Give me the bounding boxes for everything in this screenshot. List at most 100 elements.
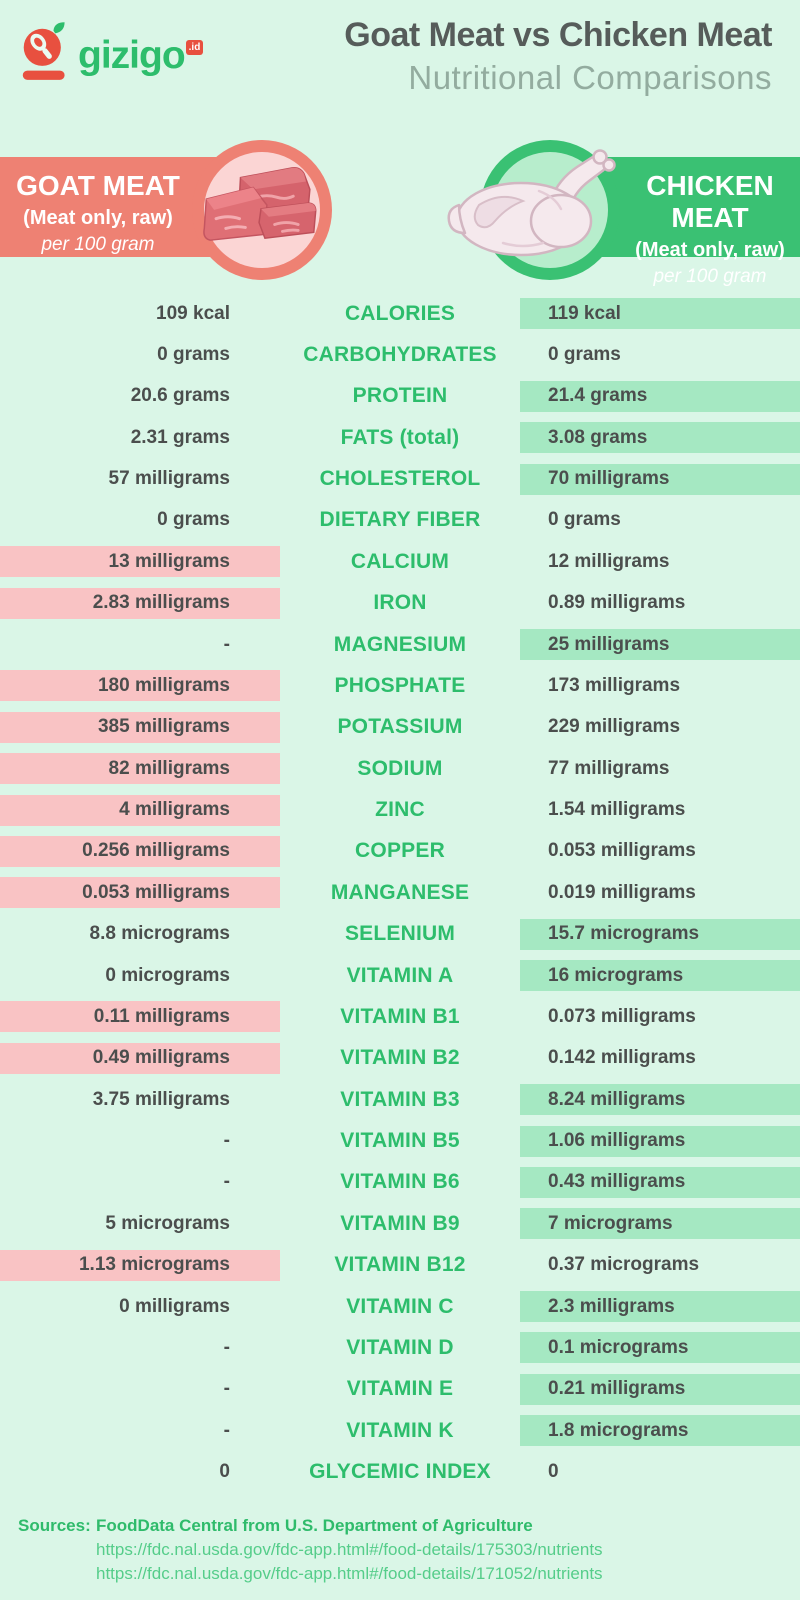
chicken-value-cell: 21.4 grams: [520, 376, 800, 417]
nutrient-label-cell: COPPER: [280, 831, 520, 872]
goat-value: 20.6 grams: [130, 385, 230, 407]
source-url-goat[interactable]: https://fdc.nal.usda.gov/fdc-app.html#/f…: [96, 1540, 603, 1559]
goat-highlight-band: 0.11 milligrams: [0, 1001, 280, 1033]
goat-value: -: [223, 1171, 230, 1193]
nutrient-label: PHOSPHATE: [334, 673, 466, 697]
chicken-value-cell: 0.142 milligrams: [520, 1038, 800, 1079]
nutrient-label-cell: PHOSPHATE: [280, 665, 520, 706]
nutrient-label: VITAMIN A: [346, 963, 454, 987]
label-band: ZINC: [280, 795, 520, 826]
chicken-highlight-band: 12 milligrams: [520, 546, 800, 577]
comparison-table: 109 kcal CALORIES 119 kcal 0 grams CARBO…: [0, 293, 800, 1493]
nutrient-label: PROTEIN: [352, 384, 448, 408]
goat-banner-text: GOAT MEAT (Meat only, raw) per 100 gram: [0, 157, 196, 256]
chicken-value-cell: 1.8 micrograms: [520, 1410, 800, 1451]
goat-highlight-band: 0 milligrams: [0, 1291, 280, 1322]
nutrient-row: 0 micrograms VITAMIN A 16 micrograms: [0, 955, 800, 996]
nutrient-label-cell: VITAMIN B2: [280, 1038, 520, 1079]
chicken-highlight-band: 16 micrograms: [520, 960, 800, 991]
goat-highlight-band: 0 micrograms: [0, 960, 280, 991]
chicken-highlight-band: 0 grams: [520, 339, 800, 370]
chicken-highlight-band: 7 micrograms: [520, 1208, 800, 1240]
goat-portion: per 100 gram: [41, 234, 155, 255]
chicken-value-cell: 2.3 milligrams: [520, 1286, 800, 1327]
goat-value-cell: 0: [0, 1452, 280, 1493]
chicken-value-cell: 0 grams: [520, 334, 800, 375]
nutrient-label-cell: SODIUM: [280, 748, 520, 789]
nutrient-label-cell: VITAMIN B5: [280, 1121, 520, 1162]
nutrient-row: - VITAMIN B5 1.06 milligrams: [0, 1121, 800, 1162]
nutrient-label: VITAMIN B3: [340, 1087, 460, 1111]
goat-value: 3.75 milligrams: [92, 1088, 230, 1110]
goat-name: GOAT MEAT: [16, 170, 180, 201]
chicken-value: 0 grams: [548, 509, 621, 531]
nutrient-label: CARBOHYDRATES: [303, 342, 497, 366]
goat-value-cell: 20.6 grams: [0, 376, 280, 417]
nutrient-label-cell: VITAMIN E: [280, 1369, 520, 1410]
goat-highlight-band: 2.83 milligrams: [0, 587, 280, 619]
goat-highlight-band: -: [0, 629, 280, 660]
label-band: SODIUM: [280, 753, 520, 784]
page-title: Goat Meat vs Chicken Meat: [344, 16, 772, 54]
chicken-highlight-band: 3.08 grams: [520, 422, 800, 454]
goat-value: -: [223, 1419, 230, 1441]
chicken-value: 3.08 grams: [548, 426, 648, 448]
chicken-highlight-band: 229 milligrams: [520, 712, 800, 743]
chicken-value: 8.24 milligrams: [548, 1088, 686, 1110]
goat-value-cell: 0 grams: [0, 334, 280, 375]
label-band: VITAMIN K: [280, 1415, 520, 1446]
sources-body: FoodData Central from U.S. Department of…: [96, 1514, 603, 1586]
chicken-value-cell: 7 micrograms: [520, 1203, 800, 1244]
goat-value-cell: -: [0, 624, 280, 665]
goat-value: 109 kcal: [156, 302, 230, 324]
label-band: CALCIUM: [280, 546, 520, 577]
nutrient-label-cell: CHOLESTEROL: [280, 459, 520, 500]
chicken-highlight-band: 25 milligrams: [520, 629, 800, 660]
goat-value: 0.053 milligrams: [82, 881, 230, 903]
chicken-value: 0.142 milligrams: [548, 1047, 696, 1069]
goat-highlight-band: 0.49 milligrams: [0, 1042, 280, 1074]
nutrient-label: CHOLESTEROL: [319, 467, 481, 490]
chicken-value: 119 kcal: [548, 302, 621, 324]
nutrient-label: MANGANESE: [330, 880, 470, 904]
goat-value-cell: 0.11 milligrams: [0, 996, 280, 1037]
chicken-highlight-band: 0.142 milligrams: [520, 1043, 800, 1074]
goat-highlight-band: 57 milligrams: [0, 464, 280, 495]
nutrient-label-cell: VITAMIN C: [280, 1286, 520, 1327]
chicken-value: 2.3 milligrams: [548, 1295, 675, 1317]
chicken-value: 0.019 milligrams: [548, 881, 696, 903]
goat-value-cell: 5 micrograms: [0, 1203, 280, 1244]
goat-highlight-band: 385 milligrams: [0, 711, 280, 743]
nutrient-row: 3.75 milligrams VITAMIN B3 8.24 milligra…: [0, 1079, 800, 1120]
chicken-value-cell: 70 milligrams: [520, 459, 800, 500]
chicken-value-cell: 0.1 micrograms: [520, 1327, 800, 1368]
chicken-value-cell: 0.89 milligrams: [520, 583, 800, 624]
label-band: VITAMIN C: [280, 1291, 520, 1322]
nutrient-label: MAGNESIUM: [333, 632, 467, 656]
chicken-value-cell: 77 milligrams: [520, 748, 800, 789]
label-band: MAGNESIUM: [280, 629, 520, 660]
label-band: VITAMIN B12: [280, 1250, 520, 1281]
chicken-banner-text: CHICKEN MEAT (Meat only, raw) per 100 gr…: [620, 157, 800, 288]
chicken-value-cell: 0.37 micrograms: [520, 1245, 800, 1286]
goat-value-cell: -: [0, 1369, 280, 1410]
goat-value-cell: 180 milligrams: [0, 665, 280, 706]
nutrient-label: VITAMIN B12: [334, 1253, 466, 1277]
chicken-value: 0.37 micrograms: [548, 1254, 700, 1276]
goat-highlight-band: 2.31 grams: [0, 422, 280, 453]
goat-value: -: [223, 633, 230, 655]
label-band: GLYCEMIC INDEX: [280, 1457, 520, 1488]
goat-highlight-band: -: [0, 1332, 280, 1363]
chicken-highlight-band: 0.1 micrograms: [520, 1332, 800, 1364]
goat-value-cell: 57 milligrams: [0, 459, 280, 500]
nutrient-row: - VITAMIN E 0.21 milligrams: [0, 1369, 800, 1410]
nutrient-label: VITAMIN D: [346, 1335, 454, 1359]
chicken-value: 16 micrograms: [548, 964, 684, 986]
chicken-portion: per 100 gram: [653, 266, 767, 287]
nutrient-row: 0.256 milligrams COPPER 0.053 milligrams: [0, 831, 800, 872]
goat-value: 0.49 milligrams: [92, 1047, 230, 1069]
nutrient-label: VITAMIN C: [346, 1294, 454, 1318]
nutrient-row: 0.053 milligrams MANGANESE 0.019 milligr…: [0, 872, 800, 913]
source-url-chicken[interactable]: https://fdc.nal.usda.gov/fdc-app.html#/f…: [96, 1564, 603, 1583]
nutrient-row: 1.13 micrograms VITAMIN B12 0.37 microgr…: [0, 1245, 800, 1286]
